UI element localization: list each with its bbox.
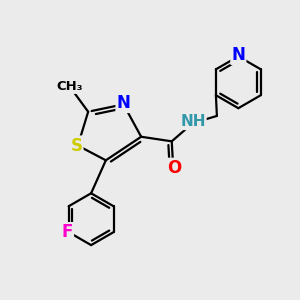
Text: N: N	[117, 94, 130, 112]
Text: O: O	[168, 159, 182, 177]
Text: S: S	[70, 136, 83, 154]
Text: F: F	[61, 223, 73, 241]
Text: CH₃: CH₃	[56, 80, 82, 93]
Text: NH: NH	[180, 114, 206, 129]
Text: N: N	[231, 46, 245, 64]
